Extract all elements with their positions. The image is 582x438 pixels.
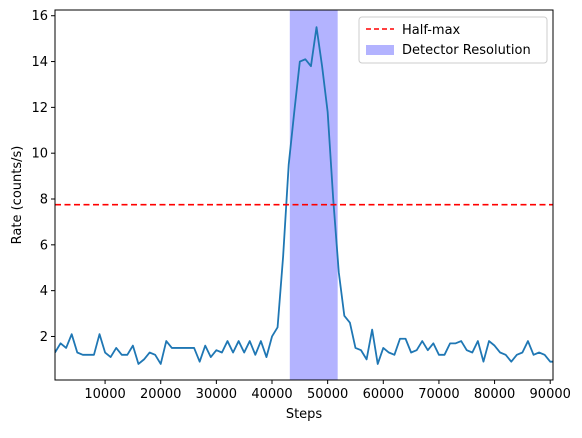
legend-box: [358, 16, 548, 64]
series-line-0: [55, 26, 553, 365]
y-tick-label: 16: [31, 9, 48, 24]
y-tick-label: 10: [31, 147, 48, 162]
x-tick-label: 60000: [363, 387, 404, 402]
x-tick-label: 50000: [307, 387, 348, 402]
x-tick-label: 90000: [530, 387, 571, 402]
legend-detector-resolution-label: Detector Resolution: [402, 43, 531, 58]
x-tick-label: 10000: [84, 387, 125, 402]
y-axis-label: Rate (counts/s): [10, 146, 25, 245]
y-tick-label: 12: [31, 101, 48, 116]
legend-half-max-label: Half-max: [402, 23, 461, 38]
y-tick-label: 2: [40, 330, 48, 345]
detector-resolution-band: [289, 10, 338, 380]
y-tick-label: 8: [40, 193, 48, 208]
x-tick-label: 70000: [418, 387, 459, 402]
plot-frame: [54, 9, 554, 381]
legend-detector-resolution-swatch: [366, 45, 394, 55]
y-tick-label: 6: [40, 238, 48, 253]
y-tick-label: 4: [40, 284, 48, 299]
x-tick-label: 80000: [474, 387, 515, 402]
x-axis-label: Steps: [286, 407, 323, 422]
x-tick-label: 40000: [251, 387, 292, 402]
x-tick-label: 30000: [196, 387, 237, 402]
x-tick-label: 20000: [140, 387, 181, 402]
legend: Half-max Detector Resolution: [358, 16, 548, 64]
y-tick-label: 14: [31, 55, 48, 70]
